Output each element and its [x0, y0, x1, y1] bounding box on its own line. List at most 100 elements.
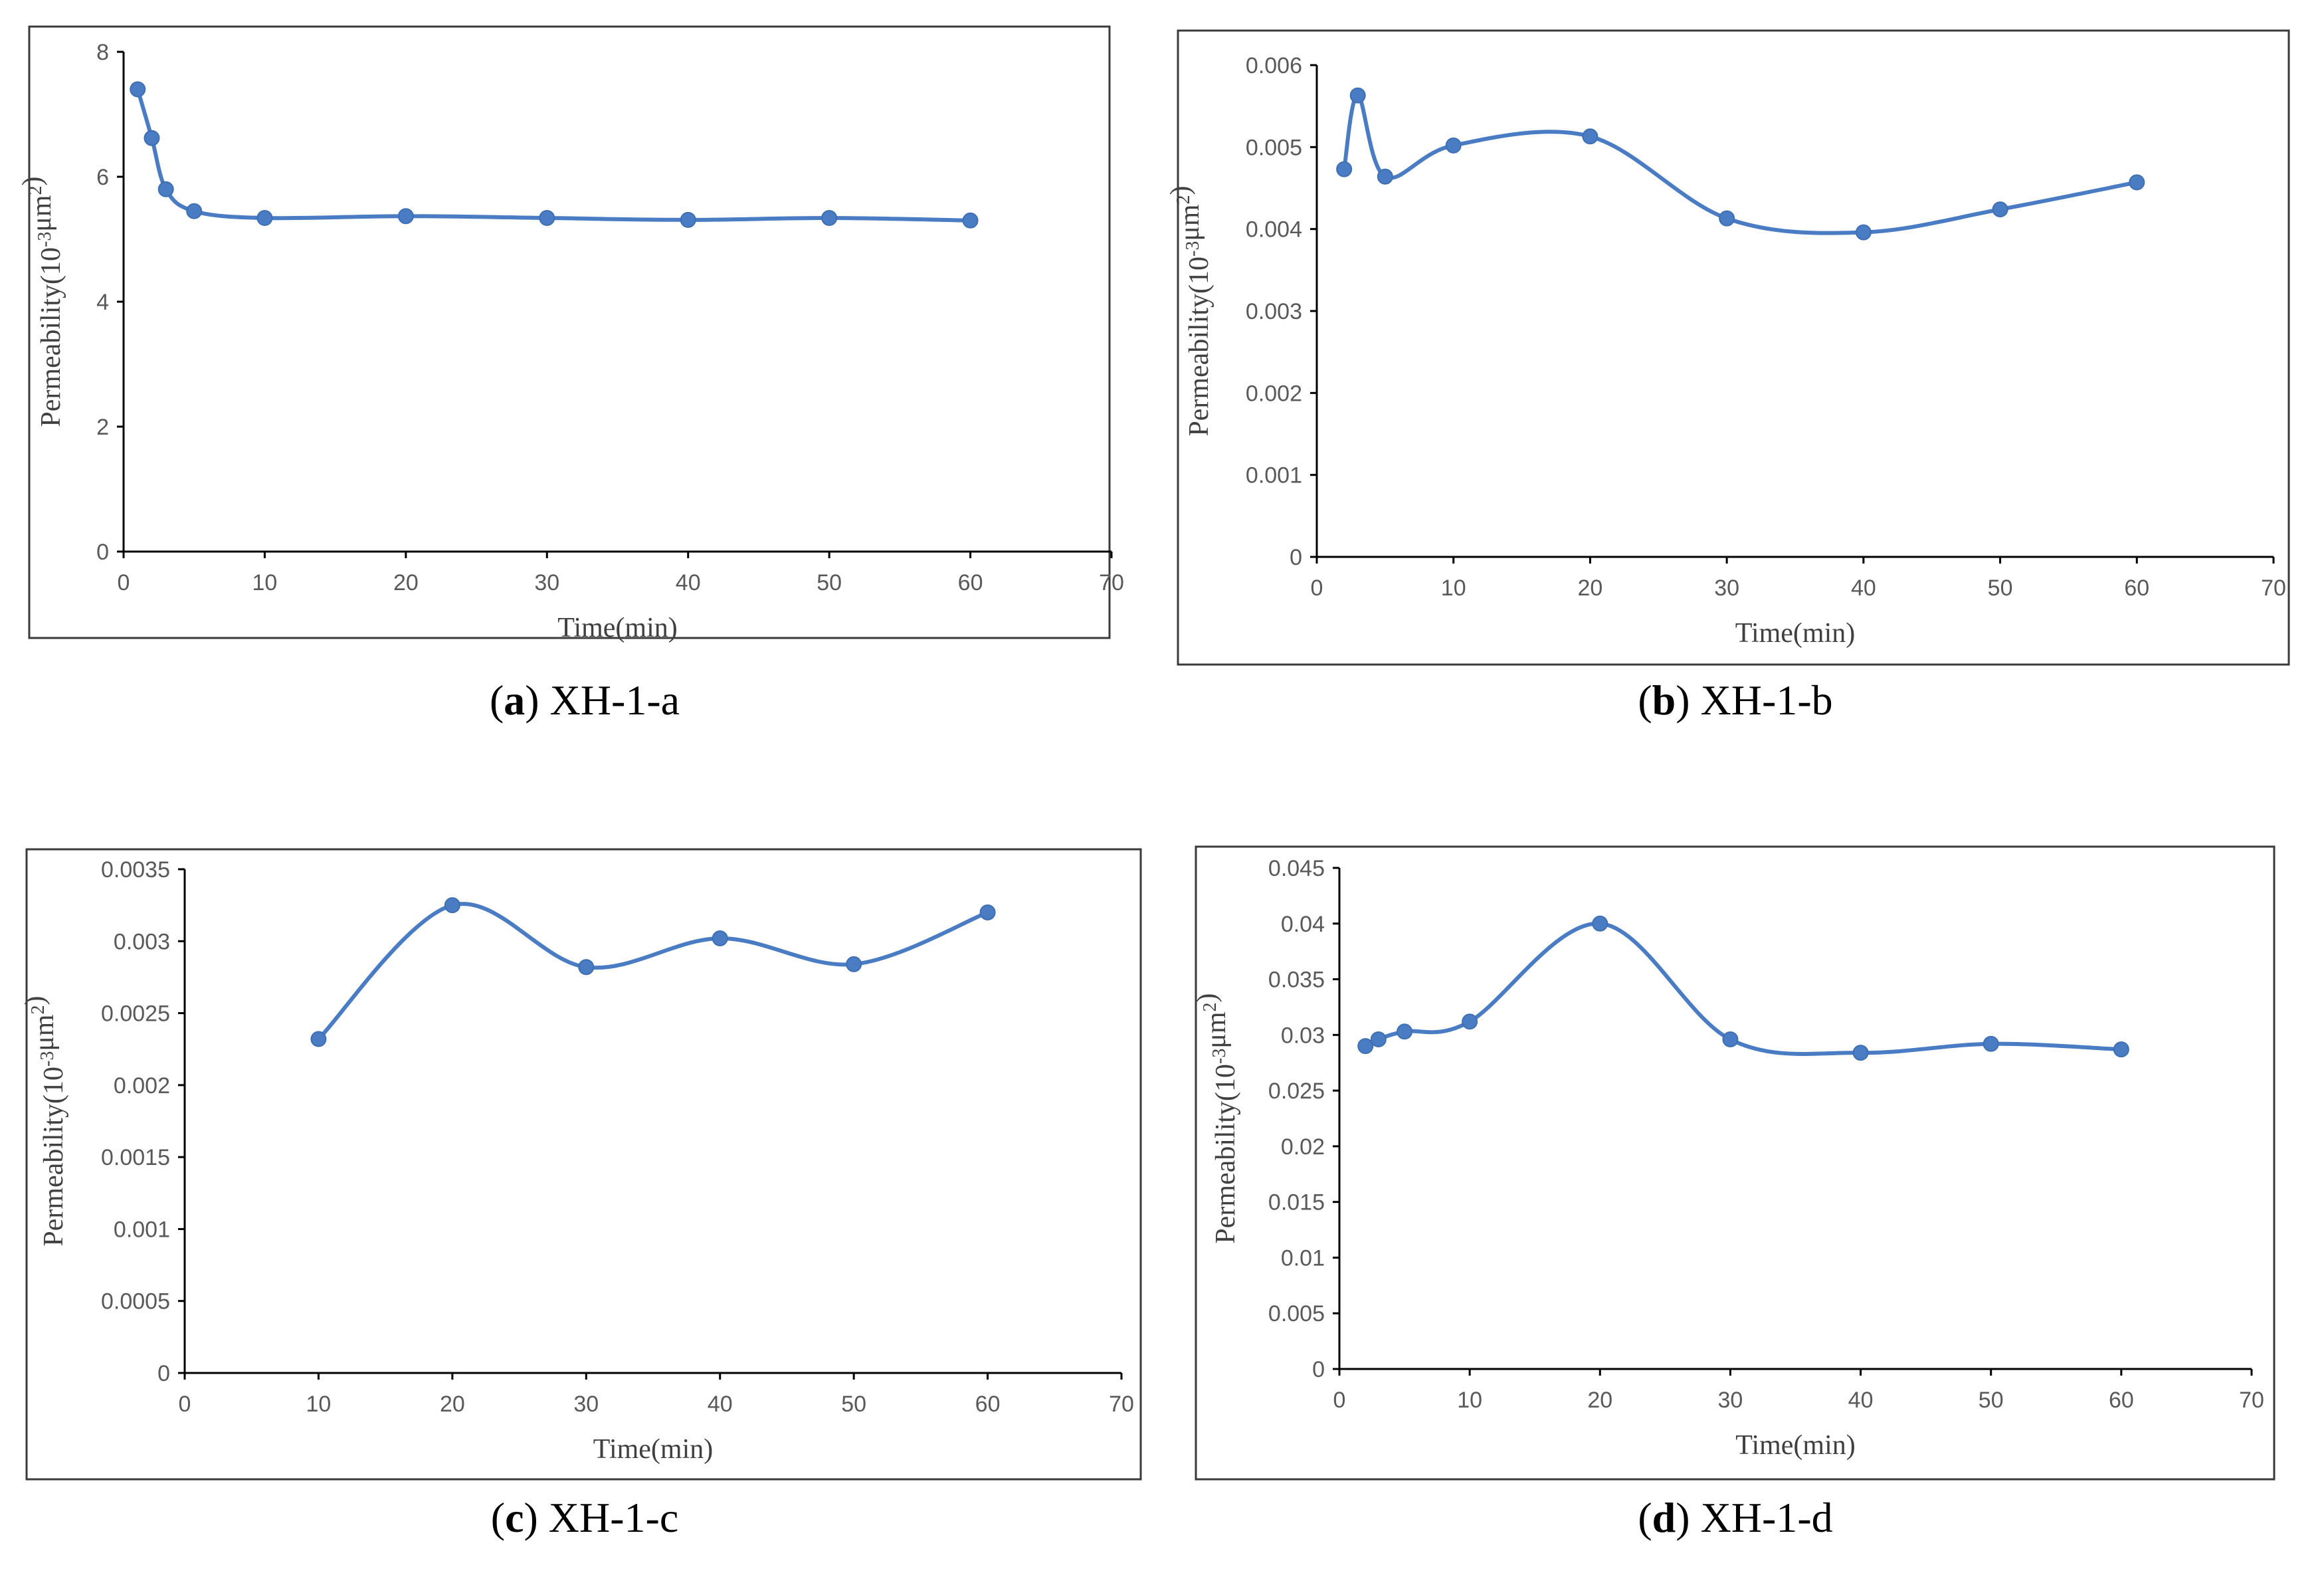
x-tick-label-a: 40 [676, 570, 701, 595]
y-tick-label-c: 0.0015 [101, 1145, 170, 1170]
y-axis-title-a: Permeability(10-3μm2) [17, 176, 66, 427]
x-tick-label-d: 0 [1333, 1388, 1346, 1413]
y-tick-label-d: 0.03 [1281, 1023, 1325, 1048]
x-tick-label-d: 50 [1979, 1388, 2004, 1413]
y-tick-label-b: 0.006 [1246, 53, 1302, 78]
data-point-c [310, 1031, 327, 1047]
y-tick-label-d: 0.025 [1268, 1079, 1325, 1104]
chart-frame-d [1195, 845, 2276, 1481]
y-tick-label-d: 0.005 [1268, 1301, 1325, 1326]
data-point-b [1336, 161, 1353, 177]
data-point-d [1722, 1031, 1739, 1048]
x-tick-label-c: 0 [179, 1392, 191, 1417]
x-tick-label-a: 70 [1099, 570, 1124, 595]
x-tick-label-d: 30 [1718, 1388, 1743, 1413]
x-tick-label-a: 50 [817, 570, 842, 595]
y-tick-label-c: 0 [157, 1361, 170, 1386]
data-point-d [1462, 1013, 1478, 1030]
y-tick-label-b: 0.001 [1246, 463, 1302, 488]
x-tick-label-d: 40 [1848, 1388, 1874, 1413]
y-tick-label-b: 0.005 [1246, 135, 1302, 160]
x-tick-label-d: 10 [1457, 1388, 1482, 1413]
x-tick-label-d: 20 [1587, 1388, 1612, 1413]
chart-frame-b [1177, 29, 2290, 666]
caption-d: (d) XH-1-d [1638, 1494, 1832, 1541]
y-tick-label-a: 8 [96, 40, 109, 65]
x-tick-label-a: 60 [958, 570, 983, 595]
chart-b: 0 0.001 0.002 0.003 0.004 0.005 0.006 0 10 20 30 40… [1165, 29, 2290, 724]
x-tick-label-b: 10 [1441, 576, 1466, 601]
y-tick-label-d: 0.015 [1268, 1190, 1325, 1215]
data-point-b [1349, 87, 1366, 104]
y-tick-label-d: 0.01 [1281, 1245, 1325, 1271]
x-tick-label-b: 30 [1714, 576, 1739, 601]
y-tick-label-a: 2 [96, 415, 109, 440]
data-point-a [157, 181, 174, 197]
data-point-a [186, 203, 203, 219]
y-axis-title-d: Permeability(10-3μm2) [1192, 993, 1241, 1243]
data-point-c [712, 930, 728, 946]
chart-c: 0 0.0005 0.001 0.0015 0.002 0.0025 0.003 0.0035… [20, 848, 1142, 1541]
y-axis-title-b: Permeability(10-3μm2) [1165, 185, 1214, 436]
data-point-d [1592, 915, 1608, 932]
x-tick-label-b: 40 [1851, 576, 1876, 601]
x-tick-label-b: 70 [2261, 576, 2286, 601]
caption-c: (c) XH-1-c [491, 1494, 679, 1541]
x-tick-label-b: 0 [1311, 576, 1323, 601]
data-point-a [130, 81, 146, 98]
data-point-c [979, 904, 996, 920]
x-tick-label-a: 10 [252, 570, 278, 595]
chart-a: 0 2 4 6 8 0 10 20 30 40 50 60 70 Time(min) Permeabilit… [17, 25, 1124, 724]
data-point-c [846, 956, 862, 972]
data-point-b [1719, 210, 1735, 227]
y-tick-label-c: 0.0005 [101, 1289, 170, 1314]
x-tick-label-a: 20 [393, 570, 419, 595]
y-tick-label-b: 0.003 [1246, 299, 1302, 324]
data-point-a [144, 130, 160, 146]
data-point-d [1397, 1023, 1413, 1040]
y-tick-label-b: 0 [1290, 545, 1302, 570]
x-tick-label-d: 60 [2109, 1388, 2134, 1413]
y-tick-label-c: 0.002 [114, 1073, 170, 1099]
data-point-d [1983, 1035, 1999, 1052]
chart-d: 0 0.005 0.01 0.015 0.02 0.025 0.03 0.035 0.04 0.0… [1192, 845, 2276, 1541]
x-tick-label-c: 20 [440, 1392, 465, 1417]
data-point-d [2113, 1041, 2129, 1058]
x-tick-label-c: 60 [975, 1392, 1001, 1417]
x-tick-label-c: 70 [1109, 1392, 1134, 1417]
data-point-b [1445, 137, 1462, 154]
y-tick-label-b: 0.002 [1246, 381, 1302, 406]
data-point-d [1852, 1045, 1869, 1061]
x-tick-label-c: 10 [306, 1392, 332, 1417]
caption-b: (b) XH-1-b [1638, 677, 1832, 724]
data-point-d [1370, 1031, 1387, 1048]
y-axis-title-c: Permeability(10-3μm2) [20, 995, 69, 1246]
y-tick-label-a: 4 [96, 290, 109, 315]
data-point-c [444, 897, 460, 914]
x-axis-title-a: Time(min) [557, 613, 677, 643]
y-tick-label-d: 0.035 [1268, 968, 1325, 993]
data-point-b [1855, 224, 1872, 241]
data-point-a [821, 210, 838, 227]
data-point-a [962, 212, 979, 229]
chart-frame-c [25, 848, 1142, 1481]
caption-a: (a) XH-1-a [490, 677, 680, 724]
data-point-a [539, 210, 555, 227]
data-point-a [256, 210, 273, 227]
series-line-c [316, 902, 990, 1041]
data-point-b [1582, 128, 1598, 145]
x-tick-label-a: 30 [534, 570, 559, 595]
y-tick-label-c: 0.003 [114, 929, 170, 954]
x-tick-label-c: 30 [573, 1392, 599, 1417]
x-axis-title-d: Time(min) [1735, 1430, 1855, 1461]
x-tick-label-b: 50 [1988, 576, 2013, 601]
y-tick-label-a: 0 [96, 540, 109, 565]
x-axis-title-c: Time(min) [593, 1434, 713, 1465]
y-tick-label-d: 0 [1312, 1357, 1325, 1382]
y-tick-label-d: 0.045 [1268, 856, 1325, 881]
y-tick-label-c: 0.0025 [101, 1001, 170, 1027]
y-tick-label-a: 6 [96, 165, 109, 190]
data-point-b [1377, 168, 1393, 185]
y-tick-label-c: 0.0035 [101, 857, 170, 883]
